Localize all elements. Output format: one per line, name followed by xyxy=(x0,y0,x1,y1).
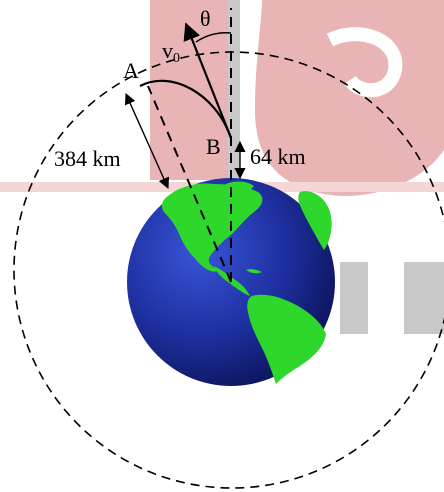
south-america-land xyxy=(247,294,326,384)
velocity-subscript: 0 xyxy=(173,51,180,66)
distance-ab-label: 384 km xyxy=(54,146,121,171)
watermark-swirl xyxy=(326,27,403,98)
watermark-bar-gray xyxy=(228,0,240,180)
north-america-land xyxy=(161,183,263,272)
greenland-land xyxy=(298,191,332,250)
point-a-label: A xyxy=(123,58,139,83)
velocity-label: v0 xyxy=(162,38,180,66)
theta-arc xyxy=(195,32,232,43)
watermark-block-2 xyxy=(404,262,444,334)
velocity-arrow xyxy=(183,22,233,139)
watermark-logo xyxy=(0,0,444,334)
angle-theta-label: θ xyxy=(200,6,211,31)
distance-ab-arrow xyxy=(124,92,170,190)
altitude-label: 64 km xyxy=(250,144,306,169)
point-b-label: B xyxy=(206,134,221,159)
velocity-symbol: v xyxy=(162,38,173,63)
watermark-block-1 xyxy=(340,262,368,334)
caribbean-islands xyxy=(246,269,262,274)
